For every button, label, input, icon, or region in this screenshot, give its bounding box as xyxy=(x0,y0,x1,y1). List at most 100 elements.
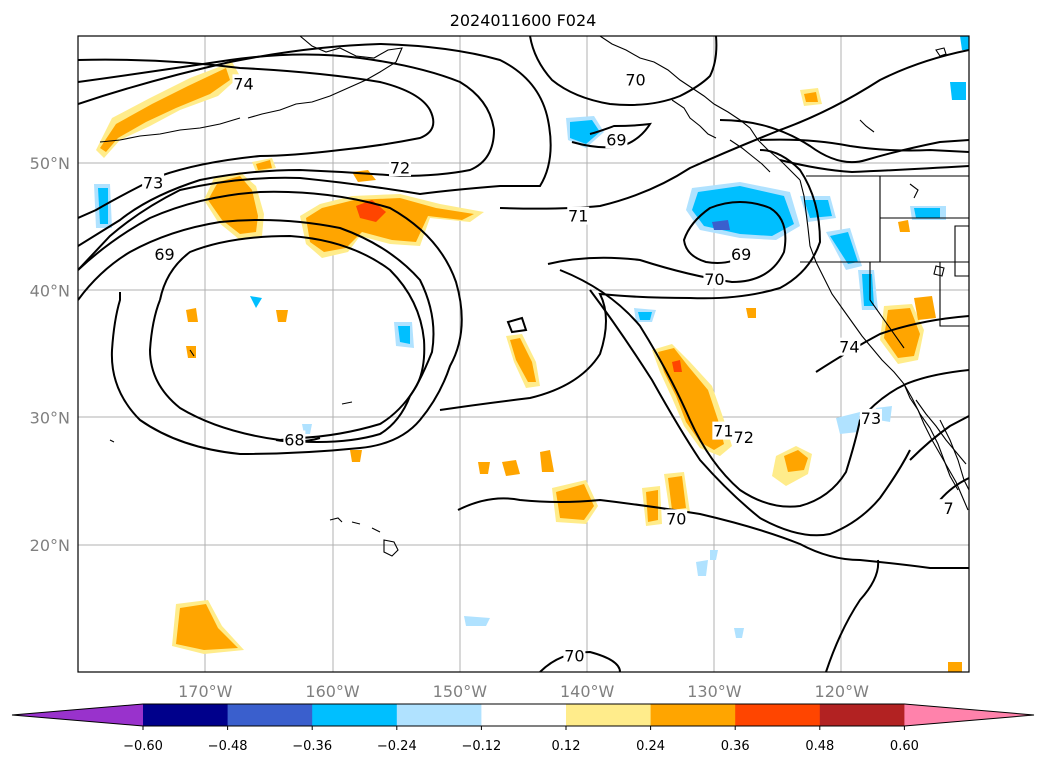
lake-outlines xyxy=(909,47,947,277)
contour-line xyxy=(529,36,718,106)
negative-anomaly-area xyxy=(836,412,860,434)
contour-label: 72 xyxy=(734,428,754,447)
colorbar-tick-label: 0.60 xyxy=(890,739,919,754)
contour-label: 70 xyxy=(704,270,724,289)
contour-label-background xyxy=(153,244,176,263)
colorbar-segment xyxy=(650,704,736,726)
negative-anomaly-area xyxy=(696,560,708,576)
positive-anomaly-area xyxy=(510,338,536,382)
colorbar-segment xyxy=(143,704,229,726)
contour-label-background xyxy=(283,430,306,449)
colorbar-tick-label: 0.24 xyxy=(636,739,665,754)
lat-label: 20°N xyxy=(30,536,70,555)
negative-anomaly-area xyxy=(464,616,490,626)
positive-anomaly-area xyxy=(306,198,474,252)
coastline-bc-islands xyxy=(671,99,771,173)
positive-anomaly-area xyxy=(100,68,230,152)
contour-line xyxy=(559,269,861,508)
colorbar-tick-label: −0.12 xyxy=(461,739,501,754)
contour-line xyxy=(78,42,552,271)
colorbar-tick-label: −0.60 xyxy=(123,739,163,754)
negative-anomaly-area xyxy=(250,296,262,308)
longitude-labels: 170°W 160°W 150°W 140°W 130°W 120°W xyxy=(178,682,869,701)
colorbar-tick-label: 0.12 xyxy=(552,739,581,754)
contour-line xyxy=(779,159,969,174)
map-frame xyxy=(77,35,970,673)
lat-label: 50°N xyxy=(30,154,70,173)
colorbar-segment xyxy=(396,704,482,726)
contour-line xyxy=(825,559,880,672)
positive-anomaly-area xyxy=(746,308,756,318)
contour-line xyxy=(939,477,969,501)
positive-anomaly-area xyxy=(350,450,362,462)
positive-anomaly-area xyxy=(898,220,910,232)
colorbar: −0.60 −0.48 −0.36 −0.24 −0.12 0.12 0.24 0.36 0.4… xyxy=(11,703,1035,754)
contour-label-background xyxy=(232,74,255,93)
positive-anomaly-area xyxy=(356,200,386,222)
contour-label-background xyxy=(712,421,735,440)
contour-line xyxy=(859,369,969,421)
negative-anomaly-area xyxy=(638,312,652,320)
contour-line xyxy=(506,316,528,334)
contour-label: 69 xyxy=(154,245,174,264)
lat-label: 30°N xyxy=(30,409,70,428)
contour-label-background xyxy=(624,70,647,89)
positive-anomaly-area xyxy=(784,450,808,472)
colorbar-extend-high xyxy=(904,704,1034,726)
negative-anomaly-area xyxy=(830,232,858,264)
negative-anomaly-area xyxy=(804,200,832,218)
contour-line xyxy=(439,149,822,411)
negative-anomaly-area xyxy=(398,326,410,344)
contour-label: 69 xyxy=(606,130,626,149)
colorbar-segment xyxy=(312,704,398,726)
contour-label-background xyxy=(730,244,753,263)
positive-anomaly-area xyxy=(186,308,198,322)
negative-anomaly-area xyxy=(960,36,969,50)
negative-anomaly-area xyxy=(570,120,600,144)
contour-label-background xyxy=(937,499,960,518)
contour-label-background xyxy=(567,206,590,225)
positive-anomaly-area xyxy=(502,460,520,476)
contour-line xyxy=(815,315,969,373)
positive-anomaly-area xyxy=(948,662,962,672)
contour-line xyxy=(78,58,435,219)
contour-label: 7 xyxy=(944,499,954,518)
contour-label-background xyxy=(605,130,628,149)
contour-label: 69 xyxy=(731,245,751,264)
colorbar-segment xyxy=(819,704,905,726)
coastline-west-coast xyxy=(799,179,969,511)
colorbar-tick-label: 0.36 xyxy=(721,739,750,754)
contour-label: 70 xyxy=(564,647,584,666)
contour-label: 73 xyxy=(861,409,881,428)
lon-label: 140°W xyxy=(560,682,615,701)
lon-label: 170°W xyxy=(178,682,233,701)
contour-label-background xyxy=(838,337,861,356)
contour-label: 72 xyxy=(390,158,410,177)
contour-line xyxy=(159,234,426,441)
contour-line xyxy=(78,190,463,456)
colorbar-tick-label: −0.36 xyxy=(292,739,332,754)
colorbar-tick-label: 0.48 xyxy=(805,739,834,754)
positive-anomaly-area xyxy=(176,604,238,650)
coastline-alaska xyxy=(247,36,403,119)
latitude-labels: 50°N 40°N 30°N 20°N xyxy=(30,154,70,555)
coastline-hawaii xyxy=(329,517,399,557)
figure-title: 2024011600 F024 xyxy=(450,11,597,30)
lon-label: 130°W xyxy=(687,682,742,701)
contour-line xyxy=(539,650,621,672)
contour-label: 74 xyxy=(839,338,859,357)
positive-anomaly-area xyxy=(276,310,288,322)
negative-anomaly-area xyxy=(950,82,966,100)
contour-line xyxy=(547,201,787,284)
colorbar-segment xyxy=(481,704,567,726)
negative-anomaly-area xyxy=(710,550,718,560)
colorbar-segment xyxy=(566,704,652,726)
colorbar-tick-label: −0.24 xyxy=(377,739,417,754)
positive-anomaly-area xyxy=(672,360,682,372)
contour-line xyxy=(457,497,969,569)
positive-anomaly-area xyxy=(256,160,272,170)
coastline-mexico xyxy=(939,419,969,491)
lat-label: 40°N xyxy=(30,281,70,300)
